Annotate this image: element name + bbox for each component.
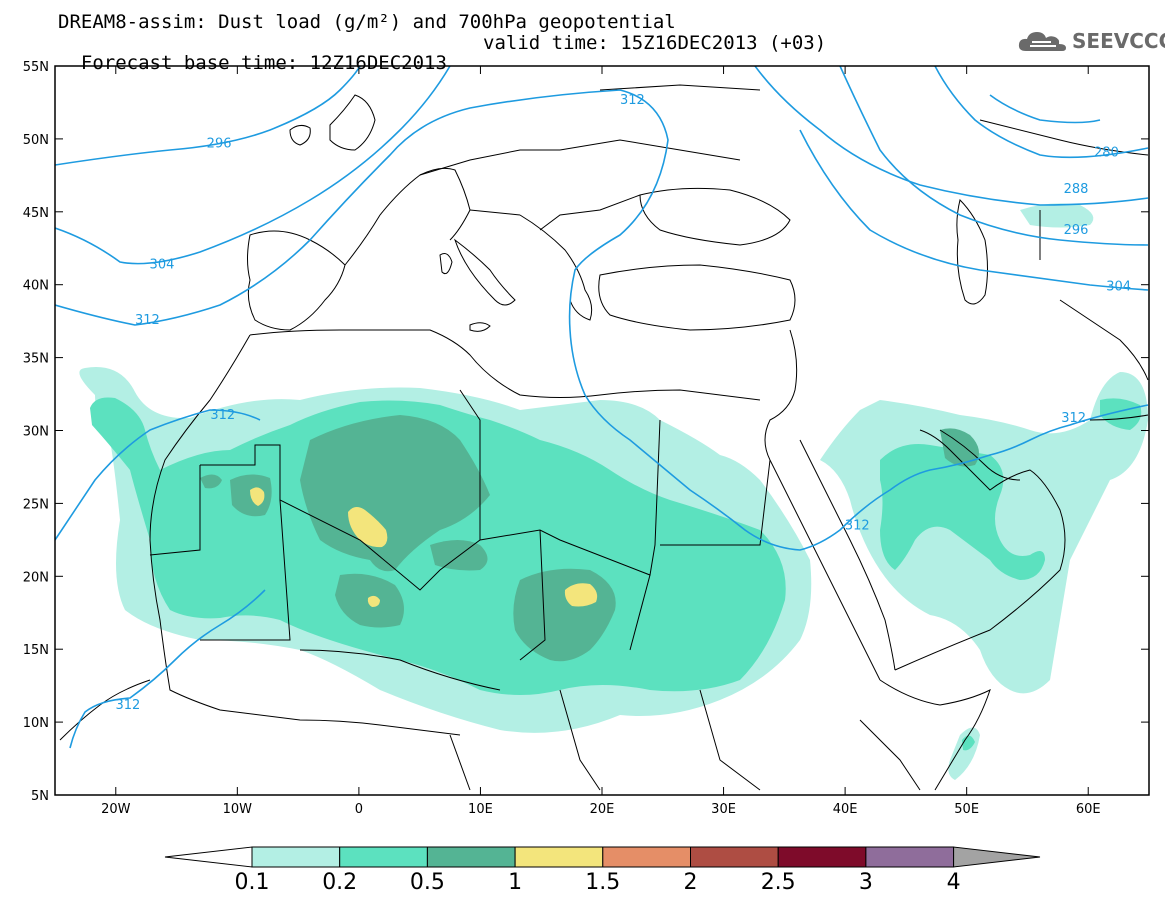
contour-label: 280 bbox=[1094, 145, 1119, 160]
map-subtitle: Forecast base time: 12Z16DEC2013 valid ti… bbox=[58, 33, 826, 74]
contour-label: 288 bbox=[1064, 182, 1089, 197]
colorbar-swatch bbox=[777, 846, 867, 868]
contour-label: 304 bbox=[150, 258, 175, 273]
lon-tick-label: 60E bbox=[1076, 802, 1101, 817]
colorbar-level-label: 0.5 bbox=[410, 870, 445, 895]
contour-304-east bbox=[799, 129, 1149, 291]
logo-text: SEEVCCC bbox=[1072, 29, 1165, 53]
contour-label: 312 bbox=[620, 93, 645, 108]
valid-time: valid time: 15Z16DEC2013 (+03) bbox=[483, 32, 827, 54]
lat-tick-label: 40N bbox=[23, 279, 49, 294]
colorbar: 0.1 0.2 0.5 1 1.5 2 2.5 3 4 bbox=[164, 846, 1041, 895]
colorbar-level-label: 0.1 bbox=[235, 870, 270, 895]
colorbar-swatch bbox=[865, 846, 955, 868]
colorbar-level-label: 1.5 bbox=[585, 870, 620, 895]
contour-312-north bbox=[55, 89, 1149, 551]
colorbar-level-label: 4 bbox=[947, 870, 961, 895]
colorbar-level-label: 1 bbox=[508, 870, 522, 895]
colorbar-swatch bbox=[339, 846, 428, 868]
contour-304-east-upper bbox=[989, 94, 1101, 124]
contour-label: 312 bbox=[116, 698, 141, 713]
lat-tick-label: 10N bbox=[23, 716, 49, 731]
lat-tick-label: 5N bbox=[31, 789, 49, 804]
lat-tick-label: 15N bbox=[23, 643, 49, 658]
contour-296-east bbox=[839, 66, 1149, 246]
lat-tick-label: 55N bbox=[23, 60, 49, 75]
contour-312-south bbox=[69, 589, 266, 749]
forecast-base-time: Forecast base time: 12Z16DEC2013 bbox=[80, 52, 447, 74]
lon-tick-label: 40E bbox=[833, 802, 858, 817]
contour-label: 312 bbox=[1061, 411, 1086, 426]
lat-tick-label: 50N bbox=[23, 133, 49, 148]
contour-label: 312 bbox=[845, 519, 870, 534]
contour-label: 304 bbox=[1106, 280, 1131, 295]
lat-tick-label: 25N bbox=[23, 497, 49, 512]
map-title: DREAM8-assim: Dust load (g/m²) and 700hP… bbox=[58, 11, 676, 33]
cloud-icon bbox=[1018, 32, 1066, 51]
colorbar-level-label: 2.5 bbox=[761, 870, 796, 895]
lat-tick-label: 20N bbox=[23, 570, 49, 585]
contour-label: 312 bbox=[135, 313, 160, 328]
colorbar-under-arrow bbox=[164, 846, 253, 868]
colorbar-over-arrow bbox=[953, 846, 1041, 868]
colorbar-level-label: 0.2 bbox=[322, 870, 357, 895]
contour-label: 296 bbox=[1064, 223, 1089, 238]
lat-tick-label: 35N bbox=[23, 352, 49, 367]
lat-tick-label: 30N bbox=[23, 425, 49, 440]
colorbar-swatch bbox=[602, 846, 691, 868]
lon-tick-label: 20E bbox=[590, 802, 615, 817]
geopotential-contours bbox=[55, 66, 1149, 749]
coastlines-and-borders bbox=[59, 84, 1149, 791]
contour-280 bbox=[934, 66, 1149, 159]
colorbar-swatch bbox=[426, 846, 516, 868]
contour-labels: 312 296 304 312 312 312 312 312 280 288 296 304 bbox=[116, 93, 1132, 713]
colorbar-swatch bbox=[690, 846, 779, 868]
lon-tick-label: 20W bbox=[101, 802, 131, 817]
colorbar-swatch bbox=[514, 846, 604, 868]
lon-tick-label: 0 bbox=[355, 802, 363, 817]
axis-ticks: 20W 10W 0 10E 20E 30E 40E 50E 60E 55N 50N 45N 40N 35N… bbox=[23, 60, 1149, 817]
dust-level-1 bbox=[250, 487, 598, 607]
lon-tick-label: 50E bbox=[954, 802, 979, 817]
colorbar-swatch bbox=[251, 846, 341, 868]
contour-312-west bbox=[55, 409, 261, 541]
colorbar-level-label: 3 bbox=[859, 870, 873, 895]
lon-tick-label: 30E bbox=[711, 802, 736, 817]
lon-tick-label: 10W bbox=[223, 802, 253, 817]
contour-296 bbox=[55, 66, 361, 166]
contour-label: 296 bbox=[207, 137, 232, 152]
dust-load-field bbox=[79, 203, 1148, 780]
contour-304 bbox=[55, 66, 451, 265]
lon-tick-label: 10E bbox=[468, 802, 493, 817]
contour-288 bbox=[754, 66, 1149, 206]
lat-tick-label: 45N bbox=[23, 206, 49, 221]
seevccc-logo: SEEVCCC bbox=[1018, 28, 1165, 54]
colorbar-level-label: 2 bbox=[684, 870, 698, 895]
contour-label: 312 bbox=[210, 408, 235, 423]
